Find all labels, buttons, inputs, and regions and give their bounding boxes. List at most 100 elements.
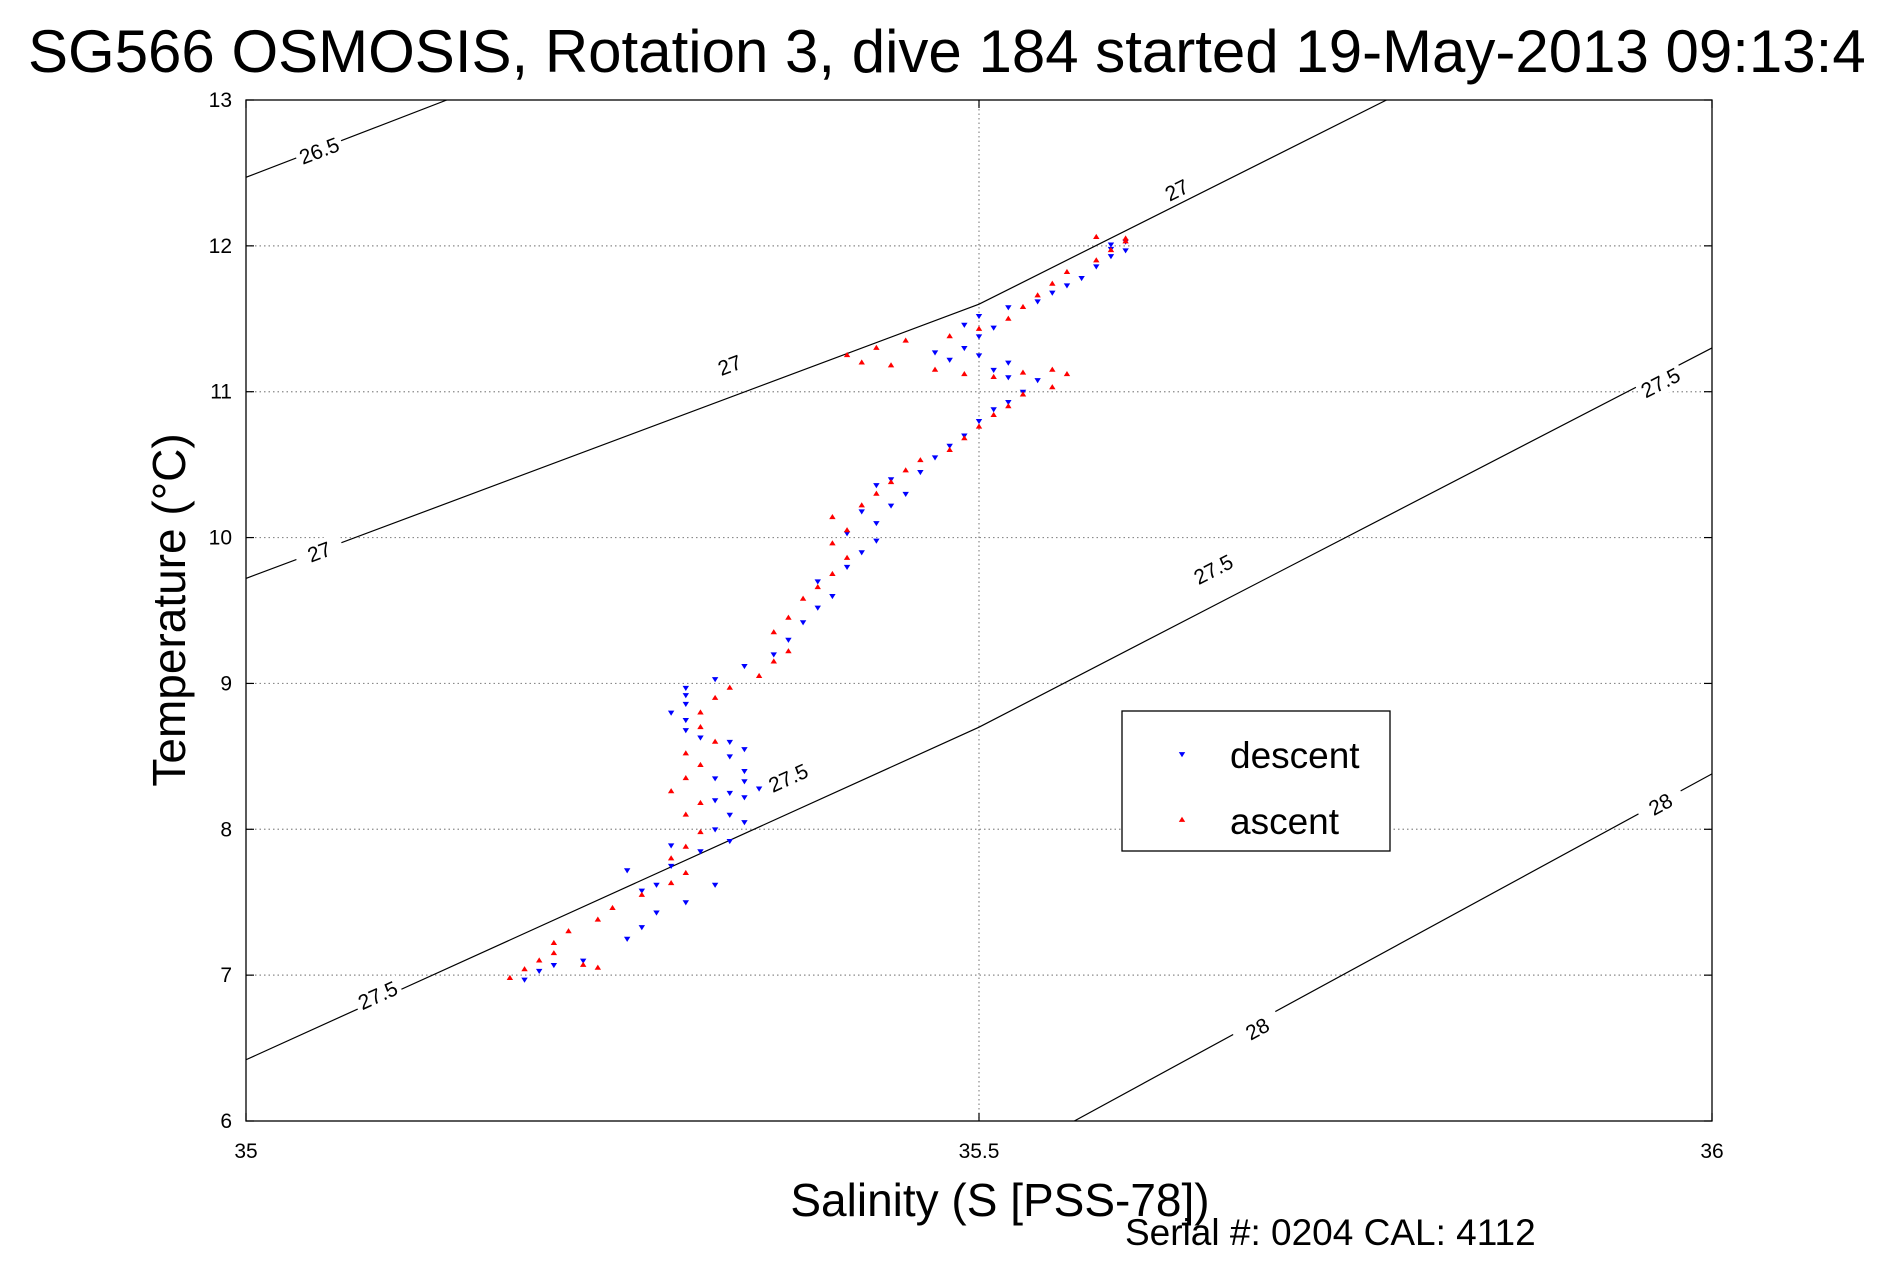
data-point-ascent: [785, 614, 792, 620]
data-point-descent: [1107, 254, 1115, 260]
data-point-ascent: [550, 950, 558, 956]
y-tick-label: 12: [209, 235, 232, 258]
data-point-ascent: [873, 344, 880, 350]
data-point-ascent: [697, 799, 704, 805]
contour-label-gap: [703, 345, 757, 386]
x-tick-label: 36: [1700, 1140, 1723, 1163]
data-point-ascent: [858, 502, 865, 508]
data-point-descent: [1005, 305, 1012, 311]
data-point-descent: [521, 977, 528, 983]
y-tick-label: 13: [209, 89, 232, 112]
data-point-descent: [843, 564, 851, 570]
data-point-ascent: [594, 964, 602, 970]
contour-label-gap: [351, 974, 405, 1017]
x-axis-label: Salinity (S [PSS-78]): [790, 1174, 1209, 1226]
data-point-ascent: [961, 435, 968, 441]
data-point-descent: [1063, 283, 1071, 289]
data-points: [506, 233, 1129, 983]
data-point-ascent: [946, 446, 953, 452]
data-point-ascent: [1093, 233, 1100, 240]
data-point-descent: [726, 839, 733, 845]
data-point-ascent: [506, 974, 514, 980]
contour-label-gap: [1230, 1007, 1285, 1052]
data-point-descent: [873, 483, 880, 489]
data-point-descent: [858, 550, 865, 556]
data-point-descent: [682, 728, 689, 734]
data-point-descent: [711, 882, 719, 888]
data-point-ascent: [975, 423, 983, 429]
data-point-ascent: [946, 333, 953, 339]
legend-marker-ascent: [1178, 816, 1186, 822]
data-point-descent: [770, 652, 777, 658]
data-point-descent: [623, 936, 631, 942]
data-point-descent: [858, 509, 865, 515]
data-point-ascent: [711, 694, 719, 700]
data-point-ascent: [667, 880, 675, 886]
data-point-descent: [887, 503, 895, 509]
data-point-ascent: [667, 788, 675, 794]
data-point-ascent: [711, 738, 719, 744]
isopycnal-27: [246, 100, 1387, 579]
data-point-ascent: [550, 939, 558, 945]
data-point-ascent: [682, 811, 689, 817]
data-point-descent: [741, 820, 748, 826]
data-point-descent: [667, 843, 675, 849]
legend: descent ascent: [1121, 710, 1391, 852]
data-point-descent: [814, 605, 821, 611]
data-point-descent: [667, 710, 675, 716]
data-point-ascent: [638, 891, 646, 897]
data-point-ascent: [609, 904, 616, 910]
data-point-descent: [697, 735, 704, 741]
legend-label-ascent: ascent: [1230, 801, 1340, 842]
y-tick-label: 9: [220, 672, 232, 695]
data-point-descent: [741, 769, 748, 775]
data-point-descent: [711, 798, 719, 804]
data-point-descent: [1005, 400, 1012, 406]
data-point-descent: [682, 701, 689, 708]
data-point-ascent: [594, 916, 602, 922]
data-point-descent: [741, 779, 748, 785]
isopycnal-27.5: [246, 347, 1712, 1061]
data-point-ascent: [931, 366, 939, 372]
data-point-ascent: [873, 490, 880, 496]
data-point-ascent: [770, 629, 777, 635]
data-point-ascent: [682, 843, 689, 849]
data-point-ascent: [1107, 247, 1115, 253]
isopycnal-26.5: [246, 100, 448, 178]
data-point-ascent: [843, 527, 851, 533]
data-point-descent: [741, 747, 748, 753]
data-point-ascent: [902, 467, 909, 473]
data-point-descent: [1034, 378, 1041, 384]
data-point-descent: [946, 443, 953, 449]
data-point-descent: [799, 620, 807, 626]
data-point-descent: [711, 677, 719, 683]
data-point-descent: [1005, 360, 1012, 366]
data-point-ascent: [1049, 366, 1056, 372]
data-point-ascent: [697, 761, 704, 768]
series-ascent: [506, 233, 1129, 980]
data-point-descent: [711, 827, 719, 833]
data-point-ascent: [1019, 369, 1027, 375]
data-point-descent: [961, 322, 968, 328]
density-contours: [246, 100, 1712, 1121]
data-point-ascent: [667, 855, 675, 861]
data-point-descent: [682, 693, 689, 699]
data-point-descent: [843, 531, 851, 537]
data-point-ascent: [1122, 235, 1129, 241]
data-point-ascent: [961, 371, 968, 377]
data-point-descent: [873, 538, 880, 544]
data-point-ascent: [1093, 257, 1100, 263]
data-point-descent: [741, 664, 748, 670]
data-point-descent: [638, 888, 646, 894]
data-point-descent: [1122, 248, 1129, 254]
data-point-ascent: [799, 595, 807, 601]
contour-label-gap: [292, 532, 346, 572]
axis-ticks: 35 35.5 36 6 7 8 9 10 11 12 13: [209, 89, 1724, 1163]
data-point-descent: [711, 776, 719, 782]
y-tick-label: 7: [220, 964, 232, 987]
data-point-ascent: [1034, 292, 1041, 298]
data-point-ascent: [785, 648, 792, 654]
grid-layer: [246, 100, 1712, 1121]
contour-label-gap: [761, 757, 816, 800]
